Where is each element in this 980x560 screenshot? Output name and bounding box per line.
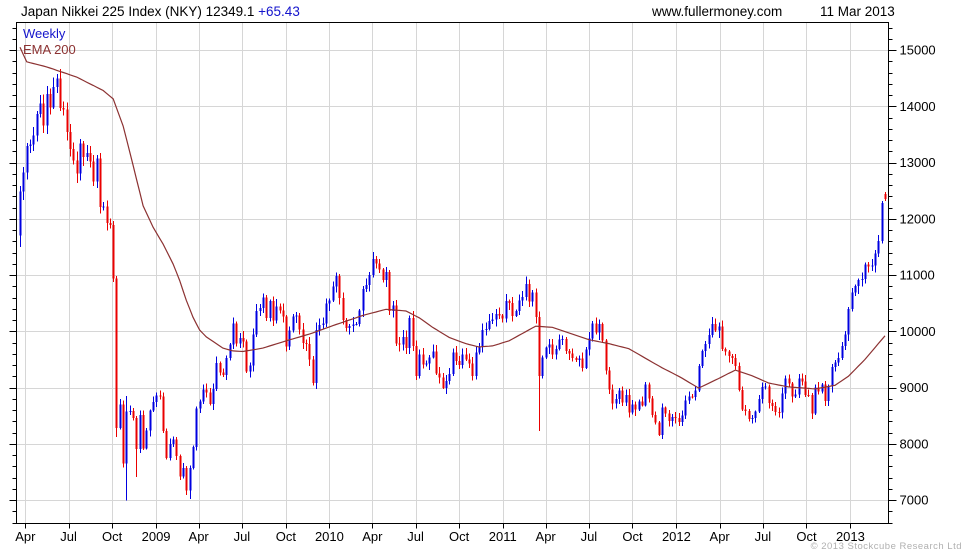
svg-text:14000: 14000 [900, 99, 936, 114]
svg-text:Jul: Jul [60, 529, 77, 544]
svg-text:Oct: Oct [796, 529, 817, 544]
svg-text:2010: 2010 [315, 529, 344, 544]
candlestick-series [19, 69, 887, 501]
copyright-notice: © 2013 Stockcube Research Ltd [810, 541, 962, 552]
x-axis-labels: Apr Jul Oct 2009 Apr Jul Oct 2010 Apr Jul Oct 2011 A… [15, 529, 865, 544]
instrument-title: Japan Nikkei 225 Index (NKY) 12349.1 [21, 4, 255, 19]
svg-text:13000: 13000 [900, 155, 936, 170]
svg-text:Oct: Oct [102, 529, 123, 544]
chart-legend: Weekly EMA 200 [23, 26, 76, 58]
site-link: www.fullermoney.com [652, 4, 783, 19]
svg-text:Jul: Jul [581, 529, 598, 544]
chart-date: 11 Mar 2013 [820, 4, 895, 19]
svg-text:Apr: Apr [710, 529, 731, 544]
svg-text:Oct: Oct [622, 529, 643, 544]
svg-text:9000: 9000 [900, 380, 929, 395]
svg-text:Oct: Oct [449, 529, 470, 544]
price-change: +65.43 [258, 4, 300, 19]
axis-ticks [9, 28, 897, 529]
svg-text:11000: 11000 [900, 268, 935, 283]
svg-text:Apr: Apr [15, 529, 36, 544]
svg-text:2009: 2009 [142, 529, 171, 544]
svg-text:Apr: Apr [362, 529, 383, 544]
svg-text:Jul: Jul [234, 529, 251, 544]
plot-border [16, 22, 889, 524]
svg-text:8000: 8000 [900, 436, 929, 451]
svg-text:Apr: Apr [189, 529, 210, 544]
svg-text:10000: 10000 [900, 324, 936, 339]
svg-text:2012: 2012 [662, 529, 691, 544]
svg-text:2011: 2011 [489, 529, 517, 544]
ema-line [19, 46, 886, 390]
plot-grid [16, 22, 889, 524]
svg-text:Jul: Jul [407, 529, 424, 544]
y-axis-labels: 7000 8000 9000 10000 11000 12000 13000 14000 150… [900, 43, 936, 508]
legend-weekly: Weekly [23, 26, 66, 41]
legend-ema: EMA 200 [23, 42, 76, 57]
svg-text:2013: 2013 [836, 529, 865, 544]
svg-text:7000: 7000 [900, 493, 929, 508]
svg-text:12000: 12000 [900, 211, 936, 226]
svg-text:Oct: Oct [276, 529, 297, 544]
svg-text:Apr: Apr [536, 529, 557, 544]
svg-text:15000: 15000 [900, 43, 936, 58]
page-title: Japan Nikkei 225 Index (NKY) 12349.1 +65… [21, 4, 300, 19]
svg-text:Jul: Jul [755, 529, 772, 544]
